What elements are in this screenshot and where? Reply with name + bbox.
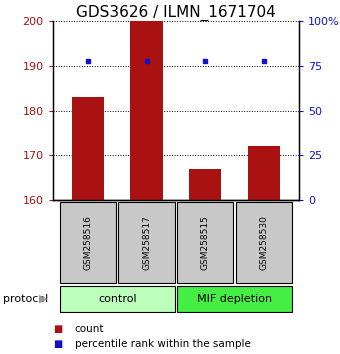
Text: control: control	[98, 294, 137, 304]
Text: ▶: ▶	[39, 294, 48, 304]
FancyBboxPatch shape	[60, 286, 175, 312]
FancyBboxPatch shape	[177, 202, 234, 283]
Text: GSM258516: GSM258516	[83, 215, 92, 270]
Bar	[189, 169, 221, 200]
Text: percentile rank within the sample: percentile rank within the sample	[75, 339, 251, 349]
Text: GSM258515: GSM258515	[201, 215, 210, 270]
Text: count: count	[75, 324, 104, 333]
Bar	[248, 147, 280, 200]
Bar	[72, 97, 104, 200]
Text: GSM258530: GSM258530	[259, 215, 269, 270]
FancyBboxPatch shape	[118, 202, 175, 283]
Text: MIF depletion: MIF depletion	[197, 294, 272, 304]
Text: ■: ■	[53, 339, 62, 349]
FancyBboxPatch shape	[60, 202, 116, 283]
Text: ■: ■	[53, 324, 62, 333]
Text: protocol: protocol	[3, 294, 49, 304]
Bar	[131, 21, 163, 200]
FancyBboxPatch shape	[177, 286, 292, 312]
Title: GDS3626 / ILMN_1671704: GDS3626 / ILMN_1671704	[76, 5, 276, 21]
Text: GSM258517: GSM258517	[142, 215, 151, 270]
FancyBboxPatch shape	[236, 202, 292, 283]
